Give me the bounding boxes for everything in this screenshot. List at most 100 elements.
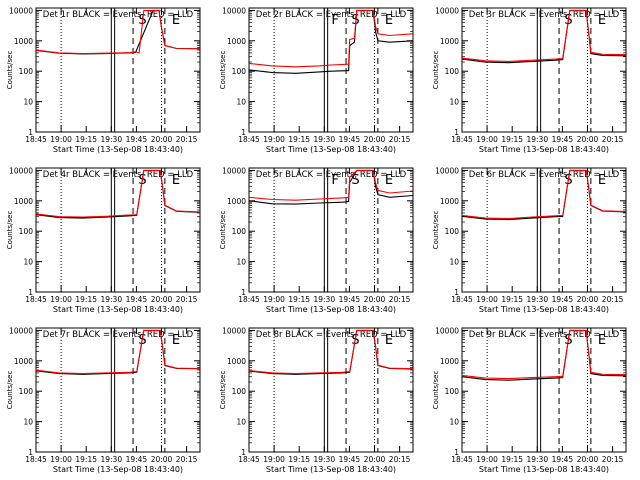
y-tick-label: 1000 <box>440 357 459 366</box>
series-lld <box>35 9 201 55</box>
x-axis-label: Start Time (13-Sep-08 18:43:40) <box>53 305 183 314</box>
plot-frame <box>35 167 201 293</box>
series-lld <box>35 329 201 375</box>
x-tick-label: 19:15 <box>75 295 97 304</box>
x-tick-label: 19:45 <box>339 295 361 304</box>
x-tick-label: 19:15 <box>501 455 523 464</box>
y-tick-label: 1000 <box>227 197 246 206</box>
x-tick-label: 19:15 <box>288 135 310 144</box>
series-lld <box>461 9 627 62</box>
detector-panel-1: Det 1r BLACK = Events, RED = LLD 1 10 100 10… <box>6 6 201 154</box>
x-tick-label: 19:00 <box>476 455 498 464</box>
x-tick-label: 18:45 <box>238 295 260 304</box>
y-tick-label: 10 <box>236 98 246 107</box>
y-axis-label: Counts/sec <box>219 51 227 90</box>
series-lld <box>248 329 414 375</box>
y-tick-label: 1 <box>241 288 246 297</box>
x-axis-label: Start Time (13-Sep-08 18:43:40) <box>479 465 609 474</box>
y-tick-label: 100 <box>445 387 460 396</box>
y-tick-label: 100 <box>19 227 34 236</box>
x-tick-label: 19:30 <box>526 455 548 464</box>
x-tick-label: 19:45 <box>126 295 148 304</box>
plot-frame <box>461 7 627 133</box>
y-axis-label: Counts/sec <box>219 371 227 410</box>
x-tick-label: 19:30 <box>100 455 122 464</box>
x-tick-label: 19:30 <box>313 135 335 144</box>
y-tick-label: 100 <box>19 387 34 396</box>
panel-title: Det 7r BLACK = Events, RED = LLD <box>43 330 194 340</box>
x-tick-label: 19:00 <box>50 455 72 464</box>
marker-letter: E <box>172 333 180 348</box>
x-tick-label: 19:15 <box>75 455 97 464</box>
y-axis-label: Counts/sec <box>432 51 440 90</box>
x-tick-label: 19:45 <box>126 135 148 144</box>
x-tick-label: 18:45 <box>25 135 47 144</box>
plot-frame <box>248 327 414 453</box>
x-tick-label: 18:45 <box>238 455 260 464</box>
panel-title: Det 6r BLACK = Events, RED = LLD <box>469 170 620 180</box>
y-tick-label: 100 <box>232 387 247 396</box>
x-tick-label: 19:00 <box>263 455 285 464</box>
y-tick-label: 10 <box>23 98 33 107</box>
detector-panel-7: Det 7r BLACK = Events, RED = LLD 1 10 100 10… <box>6 326 201 474</box>
y-tick-label: 10000 <box>435 6 459 15</box>
y-tick-label: 10 <box>23 258 33 267</box>
x-tick-label: 19:00 <box>263 135 285 144</box>
x-tick-label: 19:30 <box>100 295 122 304</box>
y-tick-label: 10000 <box>222 6 246 15</box>
series-events <box>248 9 414 74</box>
detector-panel-3: Det 3r BLACK = Events, RED = LLD 1 10 100 10… <box>432 6 627 154</box>
x-tick-label: 18:45 <box>238 135 260 144</box>
panel-title: Det 8r BLACK = Events, RED = LLD <box>256 330 407 340</box>
x-tick-label: 19:45 <box>552 295 574 304</box>
y-tick-label: 1000 <box>14 37 33 46</box>
y-tick-label: 1000 <box>227 37 246 46</box>
x-axis-label: Start Time (13-Sep-08 18:43:40) <box>53 465 183 474</box>
detector-panel-4: Det 4r BLACK = Events, RED = LLD 1 10 100 10… <box>6 166 201 314</box>
plot-frame <box>248 167 414 293</box>
detector-panel-2: Det 2r BLACK = Events, RED = LLD 1 10 100 10… <box>219 6 414 154</box>
y-tick-label: 1000 <box>227 357 246 366</box>
x-axis-label: Start Time (13-Sep-08 18:43:40) <box>479 145 609 154</box>
marker-letter: E <box>385 173 393 188</box>
x-tick-label: 19:45 <box>552 455 574 464</box>
marker-letter: E <box>598 13 606 28</box>
y-tick-label: 10 <box>449 258 459 267</box>
y-tick-label: 1 <box>241 448 246 457</box>
marker-letter: E <box>385 333 393 348</box>
y-tick-label: 1000 <box>440 197 459 206</box>
y-tick-label: 10000 <box>222 326 246 335</box>
detector-panel-6: Det 6r BLACK = Events, RED = LLD 1 10 100 10… <box>432 166 627 314</box>
y-tick-label: 1 <box>28 448 33 457</box>
y-tick-label: 10000 <box>435 166 459 175</box>
y-axis-label: Counts/sec <box>432 371 440 410</box>
series-lld <box>248 9 414 68</box>
y-tick-label: 100 <box>445 227 460 236</box>
x-tick-label: 19:15 <box>288 455 310 464</box>
y-tick-label: 10000 <box>9 6 33 15</box>
marker-letter: F <box>331 13 338 28</box>
x-tick-label: 19:15 <box>75 135 97 144</box>
x-tick-label: 18:45 <box>25 455 47 464</box>
x-tick-label: 18:45 <box>451 295 473 304</box>
y-tick-label: 1000 <box>440 37 459 46</box>
y-tick-label: 100 <box>232 227 247 236</box>
y-tick-label: 1000 <box>14 357 33 366</box>
series-lld <box>461 169 627 220</box>
marker-letter: S <box>351 173 359 188</box>
y-tick-label: 10 <box>449 98 459 107</box>
plot-frame <box>35 327 201 453</box>
x-tick-label: 19:45 <box>552 135 574 144</box>
x-tick-label: 19:15 <box>288 295 310 304</box>
detector-panel-5: Det 5r BLACK = Events, RED = LLD 1 10 100 10… <box>219 166 414 314</box>
x-axis-label: Start Time (13-Sep-08 18:43:40) <box>266 145 396 154</box>
x-axis-label: Start Time (13-Sep-08 18:43:40) <box>266 465 396 474</box>
y-tick-label: 1 <box>28 128 33 137</box>
plot-frame <box>35 7 201 133</box>
y-axis-label: Counts/sec <box>6 371 14 410</box>
x-tick-label: 20:00 <box>364 295 386 304</box>
x-tick-label: 20:15 <box>602 295 624 304</box>
y-tick-label: 10 <box>236 418 246 427</box>
y-axis-label: Counts/sec <box>6 211 14 250</box>
